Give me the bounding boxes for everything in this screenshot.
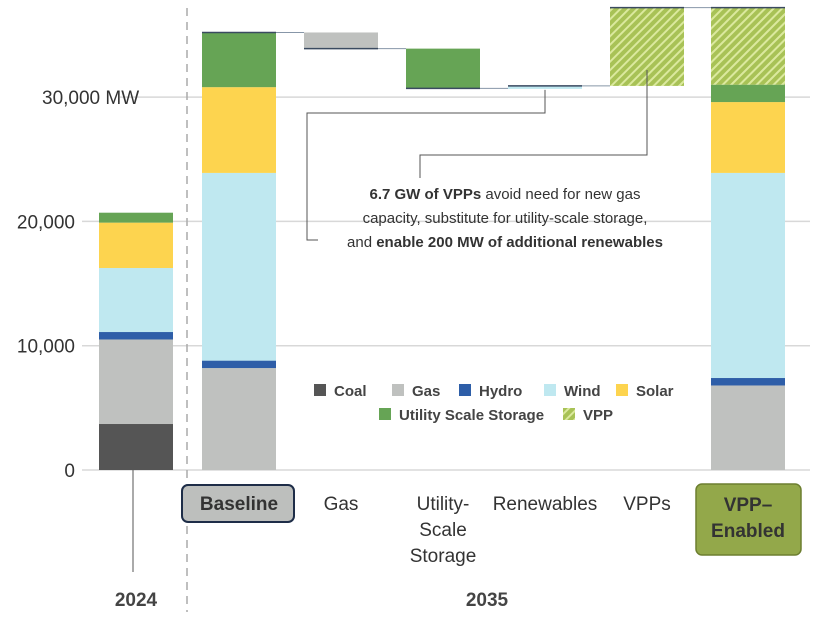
legend-swatch-vpp (563, 408, 575, 420)
category-label-line: Storage (410, 546, 477, 567)
category-label: Baseline (200, 494, 278, 515)
bar-segment-solar (711, 102, 785, 173)
legend-label-vpp: VPP (583, 407, 613, 424)
bar-segment-solar (202, 87, 276, 173)
category-label-line: Utility- (417, 494, 470, 515)
legend-swatch-solar (616, 384, 628, 396)
legend-swatch-utility-scale-storage (379, 408, 391, 420)
category-label: VPPs (623, 494, 671, 515)
bar-segment-hydro (99, 332, 173, 340)
y-tick-label: 20,000 (17, 212, 75, 233)
category-label: Renewables (493, 494, 598, 515)
annotation-line: 6.7 GW of VPPs avoid need for new gas (370, 186, 641, 203)
bar-segment-utility-scale-storage (711, 84, 785, 103)
y-tick-label: 30,000 MW (42, 88, 139, 109)
annotation-leader (306, 89, 546, 241)
annotation-text: avoid need for new gas (481, 186, 640, 203)
bar-segment-utility-scale-storage (99, 212, 173, 223)
waterfall-bar-utility-scale-storage (406, 48, 480, 89)
category-label-line: Scale (419, 520, 467, 541)
annotation-line: and enable 200 MW of additional renewabl… (347, 234, 663, 251)
annotation-text: 6.7 GW of VPPs (370, 186, 482, 203)
bar-segment-solar (99, 222, 173, 269)
annotation-leader (419, 70, 648, 178)
y-tick-label: 0 (64, 461, 75, 482)
legend-swatch-gas (392, 384, 404, 396)
bar-segment-wind (99, 268, 173, 333)
annotation-line: capacity, substitute for utility-scale s… (363, 210, 648, 227)
legend-swatch-hydro (459, 384, 471, 396)
annotation-text: capacity, substitute for utility-scale s… (363, 210, 648, 227)
legend-label-gas: Gas (412, 383, 440, 400)
bar-segment-utility-scale-storage (202, 32, 276, 88)
category-label: VPP– Enabled (711, 495, 785, 542)
legend-label-utility-scale-storage: Utility Scale Storage (399, 407, 544, 424)
legend-label-solar: Solar (636, 383, 674, 400)
annotation-text: and (347, 234, 376, 251)
legend-swatch-wind (544, 384, 556, 396)
bar-segment-gas (99, 339, 173, 425)
legend-label-wind: Wind (564, 383, 601, 400)
bar-segment-coal (99, 424, 173, 470)
year-label-2024: 2024 (115, 590, 158, 611)
bar-segment-hydro (711, 378, 785, 386)
bar-segment-wind (202, 172, 276, 361)
annotation-text: enable 200 MW of additional renewables (376, 234, 663, 251)
category-label: Gas (324, 494, 359, 515)
category-label-line: Enabled (711, 521, 785, 542)
vpp-enabled-label-box (695, 483, 802, 556)
bar-segment-gas (202, 368, 276, 470)
category-label-line: VPP– (724, 495, 773, 516)
baseline-label-box (181, 484, 295, 523)
y-tick-label: 10,000 (17, 337, 75, 358)
legend-label-hydro: Hydro (479, 383, 522, 400)
bar-segment-wind (711, 172, 785, 379)
category-label: Utility- Scale Storage (410, 494, 477, 567)
bar-segment-hydro (202, 360, 276, 369)
waterfall-bar-gas (304, 32, 378, 49)
legend-swatch-coal (314, 384, 326, 396)
waterfall-bar-renewables (508, 85, 582, 89)
year-label-2035: 2035 (466, 590, 509, 611)
bar-segment-gas (711, 385, 785, 470)
bar-segment-vpp (711, 7, 785, 85)
legend-label-coal: Coal (334, 383, 367, 400)
